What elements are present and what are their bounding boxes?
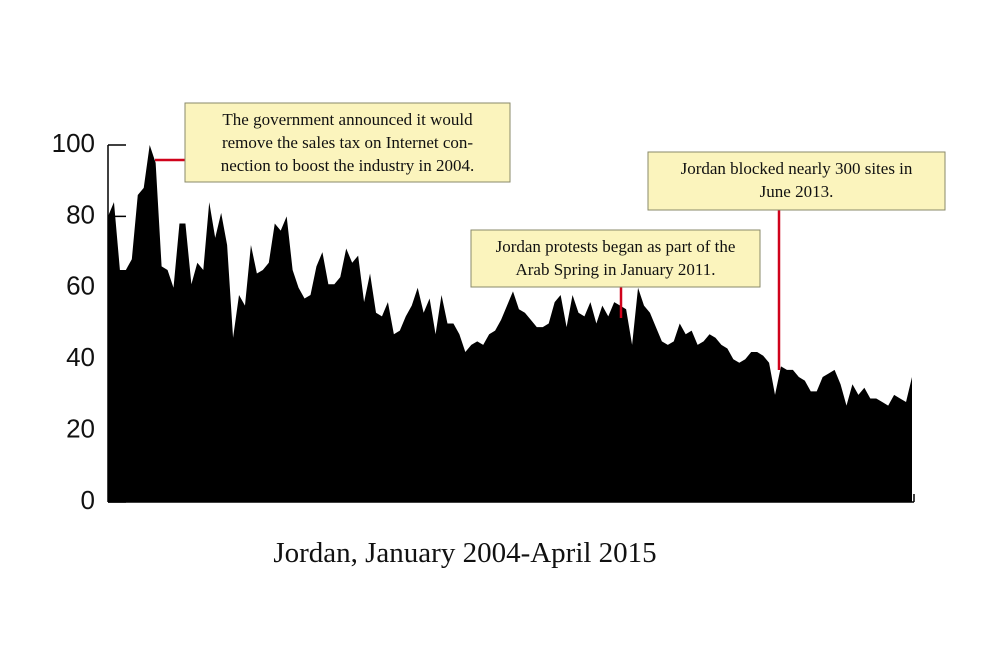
chart-title: Jordan, January 2004-April 2015: [273, 537, 656, 569]
y-tick-label: 20: [66, 413, 95, 443]
annotation-line: Jordan protests began as part of the: [496, 237, 736, 256]
annotation-box: [470, 229, 761, 288]
annotation-box: [184, 102, 511, 183]
annotation-line: The government announced it would: [222, 110, 473, 129]
annotation-text: Jordan blocked nearly 300 sites in June 2…: [681, 159, 913, 201]
annotation-text: Jordan protests began as part of the Arab…: [496, 237, 736, 279]
y-tick-label: 0: [81, 485, 95, 515]
annotation-box: [647, 151, 946, 211]
annotation-line: remove the sales tax on Internet con-: [222, 133, 473, 152]
y-tick-label: 100: [52, 128, 95, 158]
y-tick-label: 40: [66, 342, 95, 372]
y-tick-label: 80: [66, 199, 95, 229]
annotation-line: nection to boost the industry in 2004.: [221, 156, 475, 175]
annotation-line: Jordan blocked nearly 300 sites in: [681, 159, 913, 178]
y-tick-label: 60: [66, 271, 95, 301]
area: [108, 145, 912, 502]
annotation-line: Arab Spring in January 2011.: [515, 260, 715, 279]
annotation-text: The government announced it would remove …: [221, 110, 475, 175]
annotation-line: June 2013.: [760, 182, 834, 201]
